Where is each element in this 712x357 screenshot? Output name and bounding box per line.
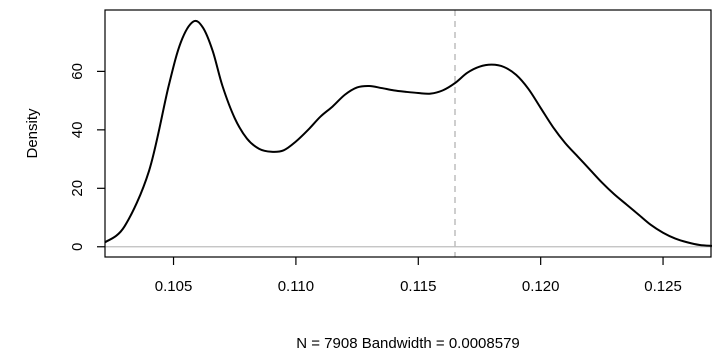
y-axis: 0 20 40 60 [69,63,105,251]
y-axis-title: Density [24,108,41,159]
x-tick-label: 0.125 [644,278,682,295]
x-tick-label: 0.115 [400,278,436,295]
x-axis-title: N = 7908 Bandwidth = 0.0008579 [296,335,520,352]
plot-frame-layer [104,9,712,258]
x-tick-label: 0.110 [278,278,314,295]
y-tick-label: 0 [69,243,86,251]
x-tick-label: 0.120 [522,278,560,295]
series-layer [104,19,712,247]
y-tick-label: 60 [69,63,86,80]
y-tick-label: 20 [69,180,86,197]
x-axis: 0.105 0.110 0.115 0.120 0.125 [155,257,682,295]
y-tick-label: 40 [69,122,86,139]
plot-frame [104,9,712,258]
x-tick-label: 0.105 [155,278,193,295]
density-curve-0 [104,19,712,247]
